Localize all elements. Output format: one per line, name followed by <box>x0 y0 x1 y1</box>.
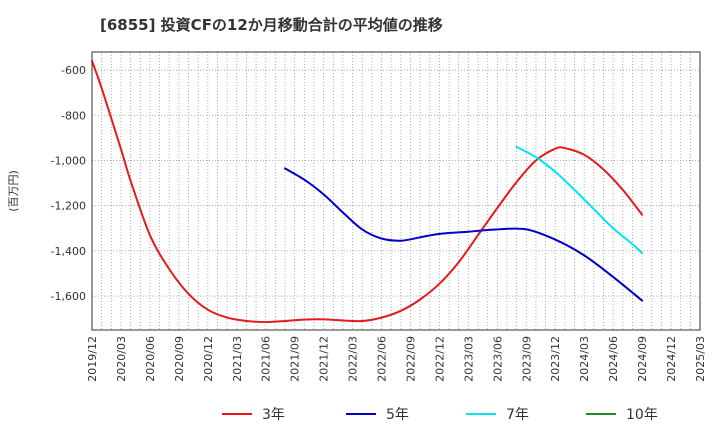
x-tick-label: 2021/09 <box>289 336 302 382</box>
y-tick-label: -1,600 <box>51 290 86 303</box>
x-tick-label: 2020/09 <box>173 336 186 382</box>
series-layer <box>91 60 644 324</box>
x-tick-label: 2024/06 <box>607 336 620 382</box>
x-tick-label: 2022/06 <box>376 336 389 382</box>
x-tick-label: 2023/03 <box>462 336 475 382</box>
x-tick-label: 2023/12 <box>549 336 562 382</box>
y-tick-label: -800 <box>61 109 86 122</box>
x-tick-label: 2022/03 <box>347 336 360 382</box>
legend-label: 10年 <box>626 407 658 423</box>
x-tick-label: 2020/12 <box>202 336 215 382</box>
x-tick-label: 2019/12 <box>86 336 99 382</box>
legend-label: 3年 <box>262 407 285 423</box>
y-tick-label: -1,400 <box>51 245 86 258</box>
x-tick-label: 2021/12 <box>318 336 331 382</box>
y-tick-label: -1,000 <box>51 154 86 167</box>
x-tick-label: 2024/12 <box>665 336 678 382</box>
series-line-1 <box>91 60 644 324</box>
x-tick-label: 2020/03 <box>115 336 128 382</box>
y-axis-label: (百万円) <box>7 170 20 212</box>
x-tick-label: 2023/09 <box>520 336 533 382</box>
plot-area <box>92 52 700 330</box>
x-tick-label: 2023/06 <box>491 336 504 382</box>
x-tick-label: 2022/12 <box>433 336 446 382</box>
x-tick-label: 2021/06 <box>260 336 273 382</box>
axes: -600 -800 -1,000 -1,200 -1,400 -1,600 2019/12 2… <box>7 51 707 382</box>
y-tick-label: -1,200 <box>51 200 86 213</box>
x-tick-label: 2024/03 <box>578 336 591 382</box>
x-tick-label: 2025/03 <box>694 336 707 382</box>
plot-frame <box>91 51 701 331</box>
x-tick-label: 2024/09 <box>636 336 649 382</box>
x-tick-label: 2020/06 <box>144 336 157 382</box>
grid <box>91 52 701 330</box>
x-tick-label: 2022/09 <box>404 336 417 382</box>
series-line-3 <box>515 145 644 255</box>
x-tick-label: 2021/03 <box>231 336 244 382</box>
legend-label: 5年 <box>386 407 409 423</box>
legend-label: 7年 <box>506 407 529 423</box>
series-line-2 <box>284 167 644 302</box>
y-tick-label: -600 <box>61 64 86 77</box>
chart-title: [6855] 投資CFの12か月移動合計の平均値の推移 <box>100 16 443 34</box>
legend: 3年 5年 7年 10年 <box>222 407 658 423</box>
